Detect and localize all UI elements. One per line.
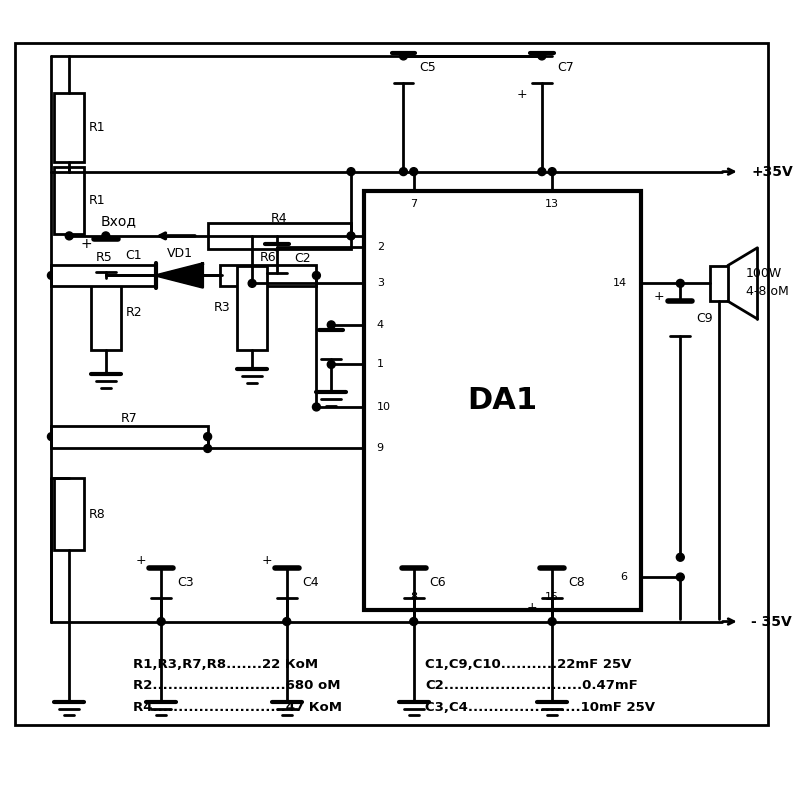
Bar <box>54 167 84 234</box>
Bar <box>238 266 267 349</box>
Circle shape <box>410 168 418 176</box>
Bar <box>710 266 728 301</box>
Text: 4: 4 <box>377 320 384 330</box>
Circle shape <box>410 617 418 625</box>
Circle shape <box>399 168 407 176</box>
Bar <box>219 265 317 286</box>
Text: 7: 7 <box>410 199 418 209</box>
Circle shape <box>676 573 684 581</box>
Circle shape <box>548 617 556 625</box>
Circle shape <box>347 232 355 240</box>
Text: VD1: VD1 <box>166 247 193 260</box>
Text: Вход: Вход <box>101 214 137 228</box>
Text: 3: 3 <box>377 278 384 288</box>
Text: C5: C5 <box>419 61 436 74</box>
Text: R4..........................47 КоМ: R4..........................47 КоМ <box>134 701 342 714</box>
Circle shape <box>47 433 55 441</box>
Circle shape <box>313 271 320 279</box>
Circle shape <box>676 554 684 561</box>
Text: R6: R6 <box>260 251 276 264</box>
Text: R7: R7 <box>121 412 138 425</box>
Bar <box>91 275 121 349</box>
Circle shape <box>66 232 73 240</box>
Circle shape <box>47 271 55 279</box>
Text: C8: C8 <box>568 576 585 589</box>
Text: +: + <box>136 554 146 567</box>
Circle shape <box>204 433 212 441</box>
Text: 15: 15 <box>545 592 559 602</box>
Circle shape <box>273 243 281 251</box>
Circle shape <box>102 232 110 240</box>
Bar <box>54 479 84 550</box>
Text: +35V: +35V <box>751 165 794 178</box>
Text: 1: 1 <box>377 359 384 370</box>
Bar <box>208 223 351 249</box>
Text: C4: C4 <box>302 576 319 589</box>
Text: R4: R4 <box>271 211 288 224</box>
Circle shape <box>538 168 546 176</box>
Text: C3: C3 <box>177 576 194 589</box>
Text: 100W: 100W <box>746 267 782 280</box>
Text: 9: 9 <box>377 444 384 454</box>
Circle shape <box>538 52 546 60</box>
Circle shape <box>548 168 556 176</box>
Circle shape <box>676 279 684 287</box>
Circle shape <box>273 232 281 240</box>
Circle shape <box>327 321 335 328</box>
Text: 13: 13 <box>545 199 559 209</box>
Text: R1: R1 <box>89 120 106 134</box>
Text: 10: 10 <box>377 402 390 412</box>
Circle shape <box>327 361 335 369</box>
Text: C2: C2 <box>294 252 311 266</box>
Circle shape <box>102 271 110 279</box>
Text: +: + <box>262 554 272 567</box>
Polygon shape <box>156 264 202 287</box>
Bar <box>51 265 156 286</box>
Text: 2: 2 <box>377 242 384 252</box>
Text: R8: R8 <box>89 508 106 521</box>
Text: DA1: DA1 <box>467 386 538 415</box>
Bar <box>54 93 84 161</box>
Text: R5: R5 <box>95 251 112 264</box>
Bar <box>15 43 768 725</box>
Text: C7: C7 <box>558 61 574 74</box>
Bar <box>51 426 208 448</box>
Bar <box>364 191 641 609</box>
Text: - 35V: - 35V <box>751 615 792 629</box>
Text: C3,C4......................10mF 25V: C3,C4......................10mF 25V <box>425 701 655 714</box>
Circle shape <box>313 403 320 411</box>
Text: C1,C9,C10...........22mF 25V: C1,C9,C10...........22mF 25V <box>425 658 631 671</box>
Circle shape <box>399 52 407 60</box>
Text: C1: C1 <box>126 249 142 262</box>
Text: R3: R3 <box>214 301 230 314</box>
Text: R2..........................680 оМ: R2..........................680 оМ <box>134 679 341 692</box>
Text: +: + <box>517 88 527 101</box>
Circle shape <box>248 279 256 287</box>
Text: 4-8 оМ: 4-8 оМ <box>746 285 788 298</box>
Text: +: + <box>80 236 92 251</box>
Text: R1,R3,R7,R8.......22 КоМ: R1,R3,R7,R8.......22 КоМ <box>134 658 318 671</box>
Circle shape <box>158 617 165 625</box>
Text: 6: 6 <box>620 572 627 582</box>
Circle shape <box>248 232 256 240</box>
Text: C6: C6 <box>430 576 446 589</box>
Text: C9: C9 <box>696 312 713 325</box>
Text: 8: 8 <box>410 592 418 602</box>
Circle shape <box>204 445 212 453</box>
Circle shape <box>347 168 355 176</box>
Text: R2: R2 <box>126 306 142 319</box>
Text: +: + <box>527 601 538 614</box>
Text: +: + <box>654 290 664 303</box>
Text: 14: 14 <box>613 278 627 288</box>
Text: R1: R1 <box>89 194 106 207</box>
Text: C2...........................0.47mF: C2...........................0.47mF <box>425 679 638 692</box>
Circle shape <box>283 617 290 625</box>
